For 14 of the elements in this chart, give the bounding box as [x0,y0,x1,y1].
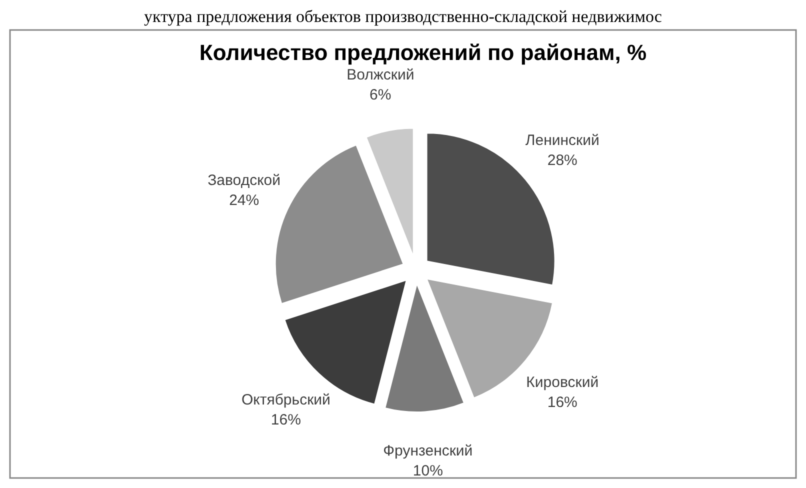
data-label: 16% [547,394,578,412]
data-label: 24% [229,192,260,210]
slice-label: Ленинский [525,132,600,149]
slice-label: Фрунзенский [383,442,473,460]
data-label: 16% [270,412,301,429]
slice-label: Заводской [208,172,281,190]
data-label: 10% [412,462,443,480]
data-label: 28% [547,152,578,169]
slice-label: Кировский [526,374,599,392]
slice-label: Октябрьский [241,392,330,409]
chart-title: Количество предложений по районам, % [199,40,647,65]
data-label: 6% [370,86,392,104]
slice-label: Волжский [346,66,414,84]
text: уктура предложения объектов производственно-складской недвижимос [144,7,662,26]
